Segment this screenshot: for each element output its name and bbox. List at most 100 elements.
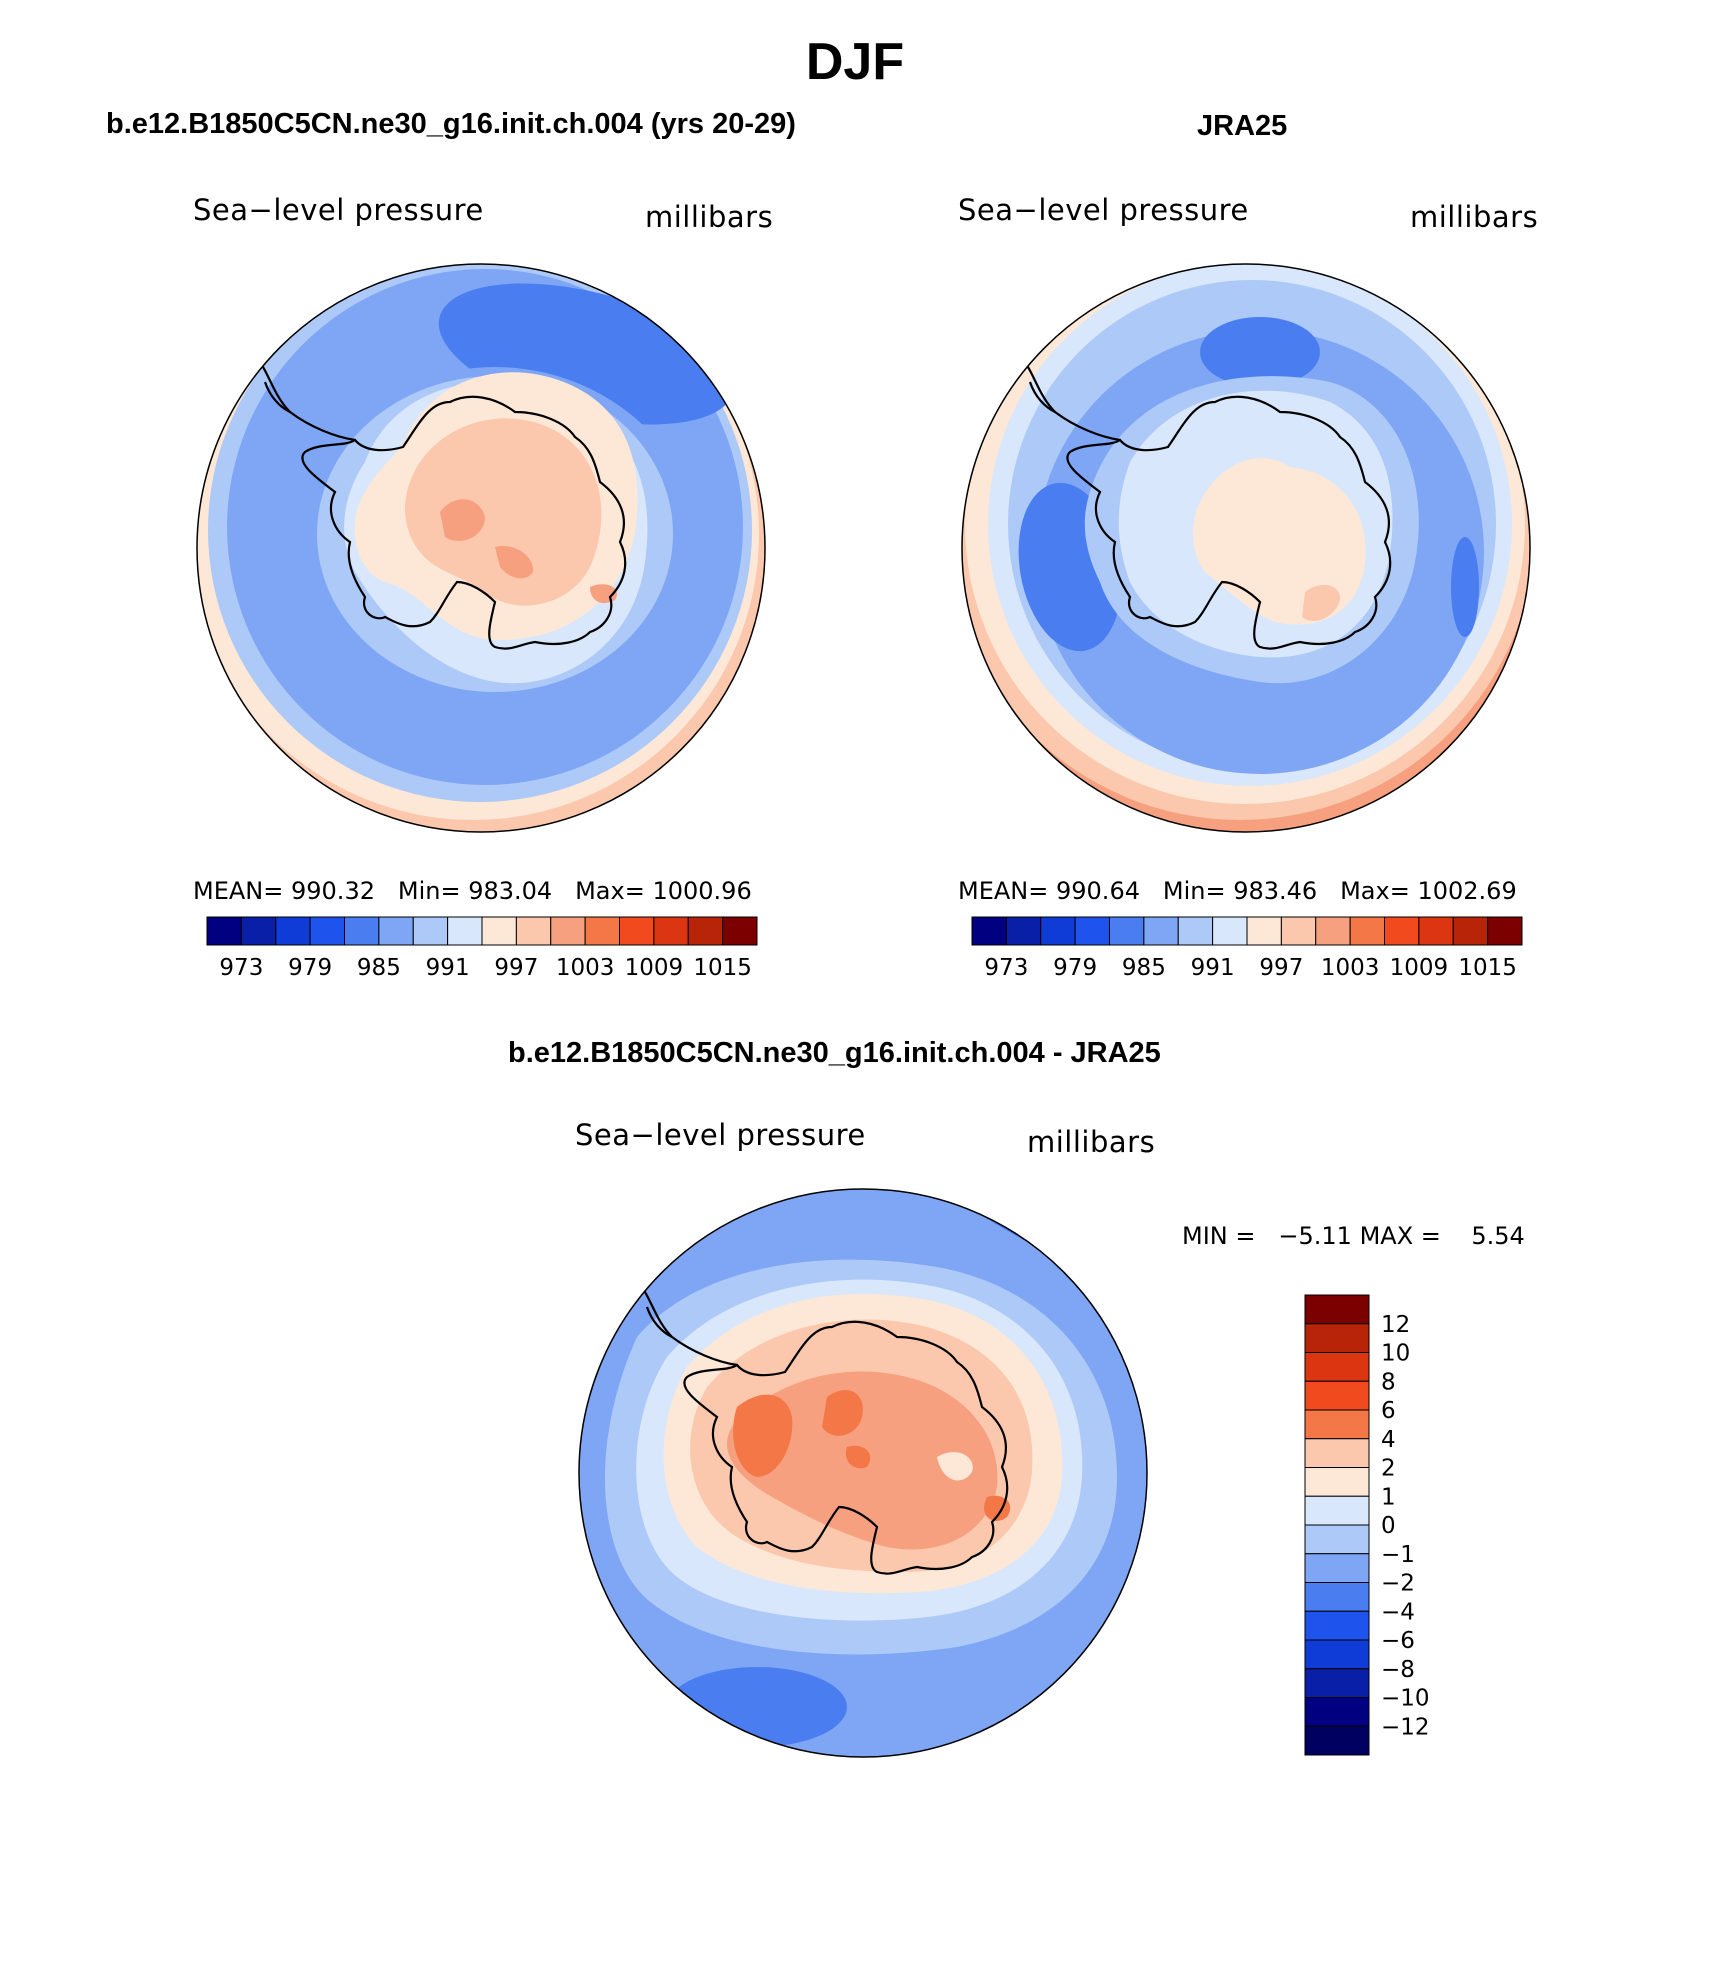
colorbar-swatch xyxy=(1452,916,1489,946)
colorbar-swatch xyxy=(1246,916,1282,946)
colorbar-swatch xyxy=(653,916,689,946)
colorbar-swatch xyxy=(412,916,449,946)
colorbar-swatch xyxy=(344,916,380,946)
colorbar-tick-label: 1015 xyxy=(693,955,752,981)
min-label: Min= xyxy=(1162,877,1226,905)
max-value: 1000.96 xyxy=(652,877,752,905)
colorbar-tick-label: 1003 xyxy=(1321,955,1380,981)
panel-obs-heading: JRA25 xyxy=(1197,110,1288,142)
antarctica-pale-patch xyxy=(937,1452,973,1481)
colorbar-swatch xyxy=(1304,1725,1370,1756)
panel-diff-field-label: Sea−level pressure xyxy=(575,1118,866,1152)
antarctica-peak xyxy=(495,546,534,579)
colorbar-swatch xyxy=(1304,1380,1370,1411)
colorbar-tick-label: −2 xyxy=(1381,1571,1415,1597)
map-border xyxy=(196,263,766,833)
colorbar-tick-label: 979 xyxy=(1053,955,1097,981)
antarctica-coastline xyxy=(1066,395,1392,650)
colorbar-tick-label: −10 xyxy=(1381,1686,1430,1712)
colorbar-swatch xyxy=(515,916,552,946)
antarctic-peninsula xyxy=(641,1286,738,1367)
colorbar-swatch xyxy=(722,916,758,946)
colorbar-tick-label: 1 xyxy=(1381,1484,1396,1510)
min-label: MIN = xyxy=(1182,1222,1256,1250)
colorbar-swatch xyxy=(1304,1610,1370,1641)
colorbar-tick-label: 979 xyxy=(288,955,332,981)
panel-model-heading: b.e12.B1850C5CN.ne30_g16.init.ch.004 (yr… xyxy=(106,108,796,140)
colorbar-tick-label: 991 xyxy=(426,955,470,981)
colorbar-swatch xyxy=(1304,1524,1370,1555)
colorbar-swatch xyxy=(1315,916,1351,946)
colorbar-tick-label: 1003 xyxy=(556,955,615,981)
colorbar-swatch xyxy=(1304,1697,1370,1727)
colorbar-swatch xyxy=(1304,1495,1370,1526)
mean-label: MEAN= xyxy=(193,877,284,905)
antarctica-coastline xyxy=(683,1320,1009,1575)
colorbar-swatch xyxy=(1384,916,1420,946)
colorbar-tick-label: 8 xyxy=(1381,1369,1396,1395)
max-value: 5.54 xyxy=(1471,1222,1525,1250)
figure-title: DJF xyxy=(805,33,905,91)
panel-diff-map xyxy=(578,1188,1148,1758)
colorbar-swatch xyxy=(447,916,483,946)
colorbar-tick-label: 997 xyxy=(1259,955,1303,981)
colorbar-tick-label: −1 xyxy=(1381,1542,1415,1568)
map-low-region xyxy=(667,1667,847,1747)
map-border xyxy=(578,1188,1148,1758)
colorbar-tick-label: 6 xyxy=(1381,1398,1396,1424)
panel-obs-stats: MEAN= 990.64 Min= 983.46 Max= 1002.69 xyxy=(958,877,1517,905)
colorbar-swatch xyxy=(1304,1409,1370,1440)
panel-obs-colorbar: 973 979 985 991 997 1003 1009 1015 xyxy=(971,916,1523,981)
antarctica-high xyxy=(1302,585,1341,621)
colorbar-swatch xyxy=(1304,1438,1370,1468)
colorbar-tick-label: 1009 xyxy=(1390,955,1449,981)
colorbar-swatch xyxy=(1074,916,1110,946)
colorbar-swatch xyxy=(1304,1294,1370,1325)
panel-obs-units-label: millibars xyxy=(1410,200,1539,234)
antarctica-high xyxy=(405,418,602,606)
antarctic-peninsula xyxy=(1024,361,1121,442)
colorbar-swatch xyxy=(1212,916,1248,946)
colorbar-tick-label: −12 xyxy=(1381,1714,1430,1740)
mean-label: MEAN= xyxy=(958,877,1049,905)
panel-diff-stats: MIN = −5.11 MAX = 5.54 xyxy=(1182,1222,1525,1250)
antarctica-peak xyxy=(822,1389,863,1436)
antarctica-peak xyxy=(440,499,485,541)
max-label: MAX = xyxy=(1359,1222,1441,1250)
colorbar-swatch xyxy=(240,916,277,946)
colorbar-swatch xyxy=(584,916,620,946)
colorbar-swatch xyxy=(971,916,1007,946)
antarctica-interior xyxy=(1193,458,1366,625)
map-low-region xyxy=(1200,317,1320,387)
colorbar-swatch xyxy=(1304,1323,1370,1353)
map-border xyxy=(961,263,1531,833)
colorbar-swatch xyxy=(1177,916,1214,946)
colorbar-swatch xyxy=(1304,1582,1370,1612)
colorbar-swatch xyxy=(1304,1668,1370,1698)
colorbar-tick-label: 973 xyxy=(219,955,263,981)
colorbar-swatch xyxy=(309,916,345,946)
antarctica-coastline xyxy=(301,395,627,650)
colorbar-tick-label: 2 xyxy=(1381,1456,1396,1482)
colorbar-swatch xyxy=(378,916,414,946)
mean-value: 990.64 xyxy=(1056,877,1140,905)
min-value: 983.04 xyxy=(468,877,553,905)
colorbar-tick-label: 12 xyxy=(1381,1312,1410,1338)
colorbar-swatch xyxy=(1349,916,1385,946)
colorbar-swatch xyxy=(1005,916,1042,946)
colorbar-tick-label: 0 xyxy=(1381,1513,1396,1539)
colorbar-swatch xyxy=(1487,916,1523,946)
colorbar-swatch xyxy=(481,916,517,946)
colorbar-tick-label: 10 xyxy=(1381,1341,1410,1367)
colorbar-tick-label: 973 xyxy=(984,955,1028,981)
max-label: Max= xyxy=(1340,877,1410,905)
panel-model-units-label: millibars xyxy=(645,200,774,234)
panel-diff-heading: b.e12.B1850C5CN.ne30_g16.init.ch.004 - J… xyxy=(508,1037,1161,1069)
panel-obs-field-label: Sea−level pressure xyxy=(958,193,1249,227)
min-value: −5.11 xyxy=(1278,1222,1352,1250)
colorbar-swatch xyxy=(1109,916,1145,946)
panel-model-stats: MEAN= 990.32 Min= 983.04 Max= 1000.96 xyxy=(193,877,752,905)
min-value: 983.46 xyxy=(1233,877,1318,905)
colorbar-swatch xyxy=(1280,916,1317,946)
